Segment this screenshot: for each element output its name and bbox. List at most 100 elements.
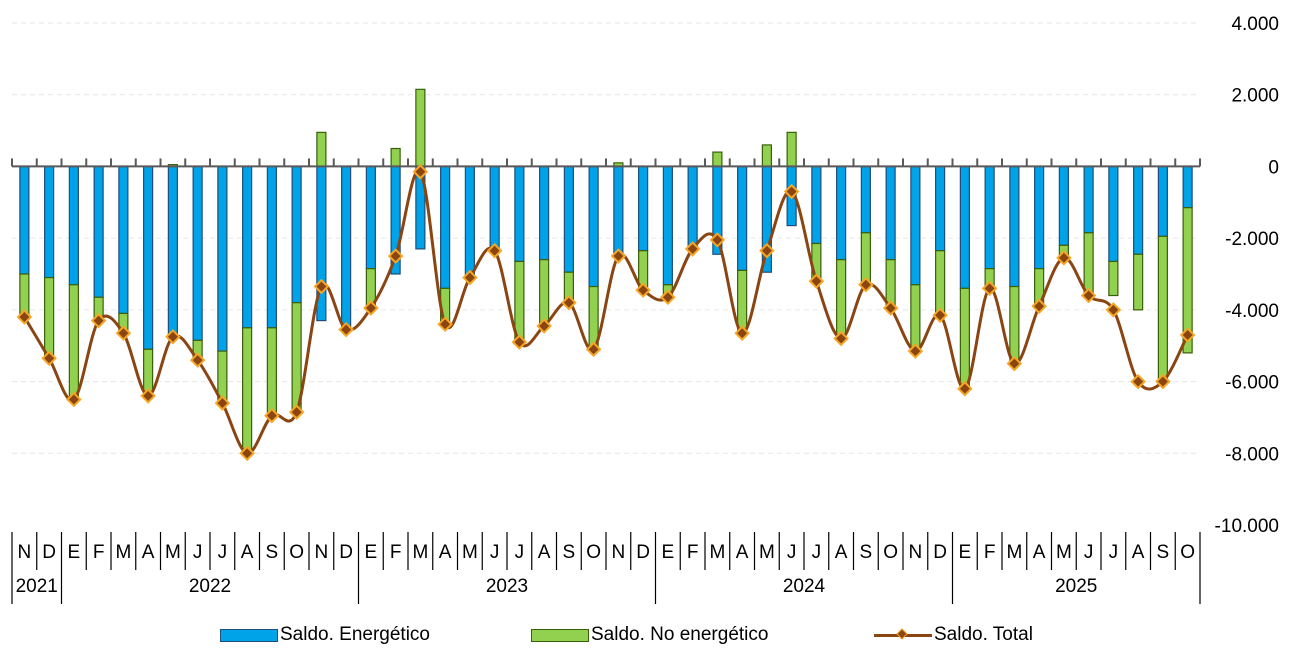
x-tick-label: D <box>42 542 56 563</box>
x-tick-label: J <box>812 542 822 563</box>
total-point <box>561 294 577 311</box>
bar-energetico <box>514 165 525 263</box>
bar-no-energetico <box>910 284 921 352</box>
bar-no-energetico <box>1108 260 1119 297</box>
total-point <box>1031 298 1047 315</box>
bar-no-energetico <box>1133 253 1144 311</box>
total-point <box>882 300 899 316</box>
x-tick-label: N <box>612 542 626 563</box>
bar-no-energetico <box>1182 207 1193 354</box>
bar-energetico <box>242 165 253 329</box>
x-tick-label: S <box>563 542 576 563</box>
bar-energetico <box>365 165 376 270</box>
x-tick-label: M <box>115 542 131 563</box>
bar-no-energetico <box>539 259 550 327</box>
x-tick-label: N <box>909 542 923 563</box>
bar-energetico <box>860 165 871 234</box>
y-axis-tick-labels: 4.000 2.000 0 -2.000 -4.000 -6.000 -8.000 -10.0… <box>1215 14 1279 537</box>
bar-energetico <box>291 165 302 304</box>
bar-energetico <box>440 165 451 289</box>
bar-energetico <box>687 165 698 250</box>
bar-energetico <box>1108 165 1119 263</box>
year-label: 2023 <box>486 576 528 597</box>
x-tick-label: M <box>165 542 181 563</box>
bar-energetico <box>143 165 154 350</box>
total-point <box>412 164 429 180</box>
legend-swatch-no-energetico <box>531 628 589 642</box>
x-tick-label: M <box>462 542 478 563</box>
total-point <box>734 325 750 341</box>
x-tick-label: A <box>538 542 551 563</box>
total-point <box>1179 327 1196 343</box>
bar-no-energetico <box>1157 235 1168 381</box>
total-line-series <box>16 164 1196 462</box>
bar-no-energetico <box>44 276 55 359</box>
bar-no-energetico <box>761 144 772 168</box>
bar-energetico <box>563 165 574 273</box>
total-point <box>511 334 528 350</box>
x-tick-label: J <box>1109 542 1119 563</box>
bar-energetico <box>464 165 475 279</box>
total-point <box>833 330 849 347</box>
bar-no-energetico <box>390 147 401 168</box>
total-point <box>115 325 132 341</box>
x-tick-label: F <box>984 542 996 563</box>
bar-energetico <box>1157 165 1168 237</box>
x-tick-label: S <box>266 542 279 563</box>
bar-energetico <box>1058 165 1069 246</box>
total-point <box>957 380 973 397</box>
x-tick-label: O <box>586 542 601 563</box>
legend-swatch-total <box>874 628 932 642</box>
total-point <box>536 318 552 334</box>
bar-no-energetico <box>266 327 277 417</box>
total-point <box>783 183 800 200</box>
total-point <box>90 312 107 329</box>
total-point <box>189 352 206 368</box>
x-tick-label: M <box>709 542 725 563</box>
bar-no-energetico <box>415 88 426 168</box>
x-tick-label: D <box>933 542 947 563</box>
x-tick-label: S <box>860 542 873 563</box>
total-point <box>41 350 57 367</box>
x-tick-label: M <box>412 542 428 563</box>
x-tick-label: A <box>1033 542 1046 563</box>
bar-energetico <box>984 165 995 270</box>
x-tick-label: J <box>1084 542 1094 563</box>
x-tick-label: F <box>687 542 699 563</box>
bar-no-energetico <box>242 327 253 454</box>
bar-energetico <box>341 165 352 331</box>
total-point <box>165 328 181 345</box>
y-tick-label: -8.000 <box>1225 444 1279 465</box>
x-tick-label: M <box>759 542 775 563</box>
bar-no-energetico <box>316 131 327 168</box>
bar-energetico <box>811 165 822 245</box>
legend-label-no-energetico: Saldo. No energético <box>591 624 769 645</box>
bar-energetico <box>489 165 500 254</box>
bar-energetico <box>19 165 30 275</box>
x-tick-label: N <box>315 542 329 563</box>
total-point <box>709 232 726 248</box>
x-tick-label: J <box>193 542 203 563</box>
y-tick-label: 4.000 <box>1231 14 1279 35</box>
bar-energetico <box>1034 165 1045 270</box>
bar-no-energetico <box>1009 285 1020 365</box>
bar-energetico <box>192 165 203 341</box>
y-tick-label: -4.000 <box>1225 301 1279 322</box>
x-tick-label: A <box>835 542 848 563</box>
x-tick-label: S <box>1157 542 1170 563</box>
bar-no-energetico <box>935 250 946 316</box>
bar-energetico <box>118 165 129 315</box>
bar-energetico <box>959 165 970 289</box>
x-tick-label: M <box>1056 542 1072 563</box>
legend-label-energetico: Saldo. Energético <box>280 624 430 645</box>
x-tick-label: O <box>883 542 898 563</box>
total-point <box>1155 373 1171 390</box>
total-point <box>140 388 156 404</box>
total-point <box>635 282 651 298</box>
bar-energetico <box>1009 165 1020 288</box>
legend-label-total: Saldo. Total <box>934 624 1033 645</box>
bar-energetico <box>638 165 649 252</box>
total-point <box>660 289 676 306</box>
total-point <box>486 242 503 259</box>
